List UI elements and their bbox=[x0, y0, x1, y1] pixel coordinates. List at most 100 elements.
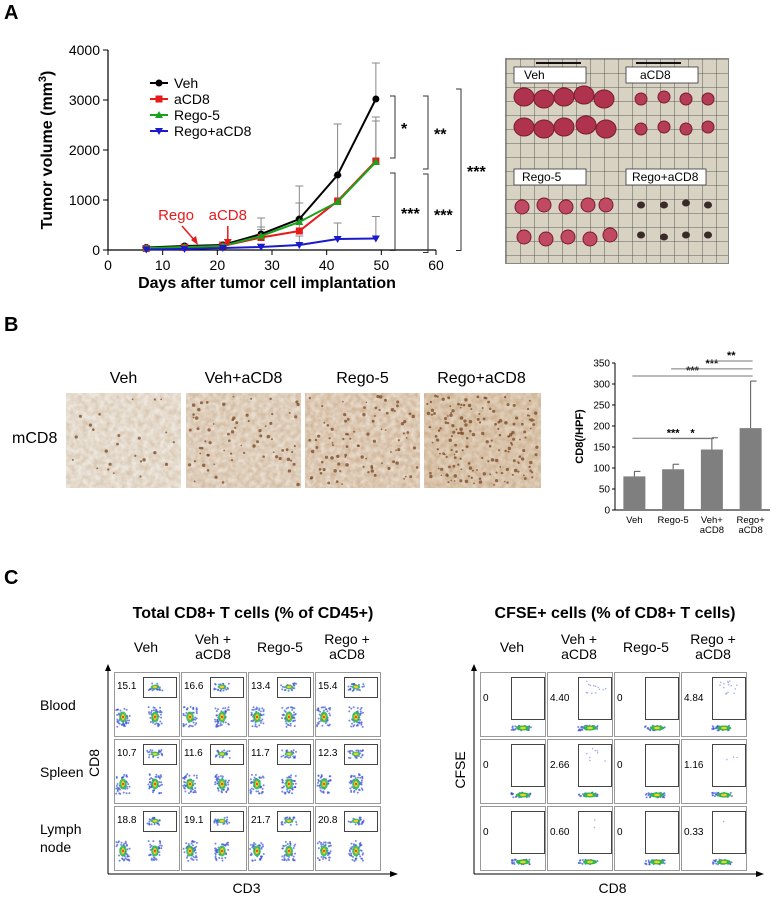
event-dot bbox=[351, 855, 354, 858]
data-point bbox=[142, 246, 151, 254]
flow-gate bbox=[645, 744, 679, 787]
annotation-rego: Rego bbox=[158, 207, 194, 224]
event-dot bbox=[222, 788, 225, 791]
event-dot bbox=[292, 713, 295, 716]
right-col-header-line: Veh + bbox=[560, 631, 598, 647]
event-dot bbox=[730, 684, 733, 687]
event-dot bbox=[189, 790, 192, 793]
event-dot bbox=[193, 846, 196, 849]
ihc-stain-dot bbox=[230, 459, 234, 462]
ihc-stain-dot bbox=[314, 438, 318, 442]
event-dot bbox=[513, 858, 516, 861]
event-dot bbox=[185, 856, 188, 859]
event-dot bbox=[152, 789, 155, 792]
event-dot bbox=[194, 782, 197, 785]
density-max bbox=[122, 782, 124, 786]
ihc-stain-dot bbox=[310, 449, 315, 454]
event-dot bbox=[293, 707, 296, 710]
event-dot bbox=[596, 749, 599, 752]
flow-gate bbox=[277, 744, 311, 765]
ihc-stain-dot bbox=[317, 434, 321, 438]
event-dot bbox=[288, 775, 291, 778]
left-flow-plot: 18.8 bbox=[114, 806, 180, 871]
density-max bbox=[221, 715, 223, 719]
x-tick-label: Rego+ bbox=[736, 515, 765, 526]
event-dot bbox=[115, 841, 118, 844]
left-col-header-line: aCD8 bbox=[329, 646, 365, 662]
event-dot bbox=[187, 792, 190, 795]
density-max bbox=[355, 782, 357, 786]
event-dot bbox=[226, 822, 229, 825]
event-dot bbox=[714, 860, 717, 863]
event-dot bbox=[218, 756, 221, 759]
event-dot bbox=[316, 842, 319, 845]
event-dot bbox=[257, 792, 260, 795]
ihc-stain-dot bbox=[507, 450, 510, 453]
event-dot bbox=[647, 792, 650, 795]
event-dot bbox=[281, 847, 284, 850]
event-dot bbox=[254, 725, 257, 728]
ihc-stain-dot bbox=[222, 402, 226, 406]
arrow-head bbox=[191, 236, 198, 245]
event-dot bbox=[147, 751, 150, 754]
event-dot bbox=[249, 778, 252, 781]
event-dot bbox=[228, 756, 231, 759]
ihc-stain-dot bbox=[524, 436, 527, 439]
event-dot bbox=[285, 859, 288, 862]
sig-veh-rego bbox=[423, 95, 429, 170]
event-dot bbox=[326, 792, 329, 795]
flow-density bbox=[578, 747, 606, 798]
event-dot bbox=[259, 710, 262, 713]
legend-label: Veh bbox=[174, 75, 198, 91]
right-flow-plot: 1.16 bbox=[681, 739, 747, 804]
gate-percentage: 0.33 bbox=[684, 827, 704, 838]
ihc-stain-dot bbox=[393, 410, 396, 413]
ihc-stain-dot bbox=[510, 443, 514, 446]
event-dot bbox=[150, 711, 153, 714]
event-dot bbox=[119, 709, 122, 712]
event-dot bbox=[228, 749, 231, 752]
event-dot bbox=[645, 792, 648, 795]
event-dot bbox=[322, 791, 325, 794]
data-point bbox=[371, 235, 380, 243]
event-dot bbox=[159, 844, 162, 847]
event-dot bbox=[327, 845, 330, 848]
event-dot bbox=[293, 684, 296, 687]
event-dot bbox=[285, 844, 288, 847]
event-dot bbox=[281, 823, 284, 826]
event-dot bbox=[322, 706, 325, 709]
x-tick-label: 30 bbox=[264, 257, 280, 273]
ihc-stain-dot bbox=[341, 483, 343, 486]
event-dot bbox=[190, 842, 193, 845]
event-dot bbox=[153, 823, 156, 826]
event-dot bbox=[125, 721, 128, 724]
event-dot bbox=[126, 719, 129, 722]
event-dot bbox=[326, 710, 329, 713]
event-dot bbox=[115, 792, 118, 795]
event-dot bbox=[148, 818, 151, 821]
event-dot bbox=[719, 684, 721, 687]
ihc-stain-dot bbox=[292, 462, 296, 466]
sig-veh-acd8 bbox=[390, 95, 396, 159]
event-dot bbox=[149, 853, 152, 856]
event-dot bbox=[182, 777, 185, 780]
ihc-stain-dot bbox=[287, 469, 292, 473]
density-peak bbox=[721, 860, 727, 864]
event-dot bbox=[360, 779, 363, 782]
ihc-stain-dot bbox=[453, 453, 456, 456]
x-tick-label: aCD8 bbox=[700, 525, 724, 536]
event-dot bbox=[159, 713, 162, 716]
ihc-stain-dot bbox=[383, 398, 388, 402]
event-dot bbox=[116, 708, 119, 711]
event-dot bbox=[159, 711, 162, 714]
event-dot bbox=[716, 863, 719, 866]
left-flow-plot: 16.6 bbox=[181, 672, 247, 737]
gate-percentage: 0 bbox=[483, 760, 489, 771]
ihc-stain-dot bbox=[335, 480, 339, 484]
event-dot bbox=[647, 860, 650, 863]
x-tick-label: 50 bbox=[374, 257, 390, 273]
ihc-stain-dot bbox=[439, 452, 441, 455]
event-dot bbox=[150, 823, 153, 826]
ihc-stain-dot bbox=[429, 471, 432, 475]
ihc-stain-dot bbox=[520, 422, 524, 426]
